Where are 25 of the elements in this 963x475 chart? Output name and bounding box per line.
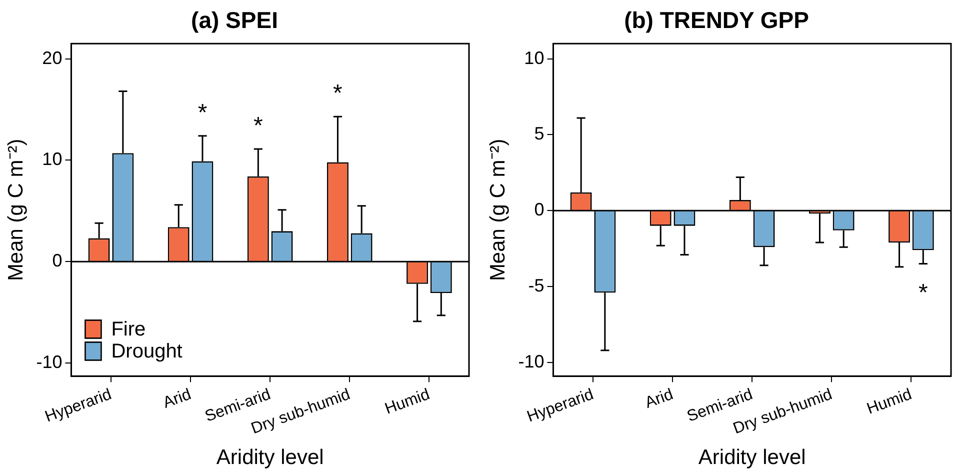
chart-title: (b) TRENDY GPP (624, 7, 809, 34)
x-axis-title: Aridity level (216, 446, 324, 470)
data-label: * (254, 112, 263, 140)
y-tick-label: 10 (524, 48, 544, 68)
data-label: * (918, 279, 928, 306)
x-tick-label: Humid (864, 386, 914, 418)
y-tick-label: 10 (42, 149, 62, 170)
x-axis-title: Aridity level (698, 446, 806, 470)
data-label: * (198, 99, 208, 126)
chart-title: (a) SPEI (191, 7, 278, 34)
x-tick-label: Arid (642, 386, 676, 412)
y-tick-label: -5 (528, 276, 544, 296)
x-tick-label: Humid (382, 386, 432, 418)
y-tick-label: -10 (518, 351, 544, 372)
y-tick-label: 0 (52, 250, 62, 271)
y-tick-label: 5 (534, 124, 544, 144)
y-tick-label: 0 (534, 200, 544, 220)
legend-label: Drought (111, 340, 183, 363)
x-tick-label: Arid (160, 386, 194, 412)
y-axis-title: Mean (g C m⁻²) (4, 138, 28, 282)
y-tick-label: -10 (36, 352, 62, 372)
y-axis-title: Mean (g C m⁻²) (486, 138, 510, 282)
legend-label: Fire (111, 318, 146, 341)
data-label: * (333, 80, 342, 108)
y-tick-label: 20 (42, 48, 62, 68)
